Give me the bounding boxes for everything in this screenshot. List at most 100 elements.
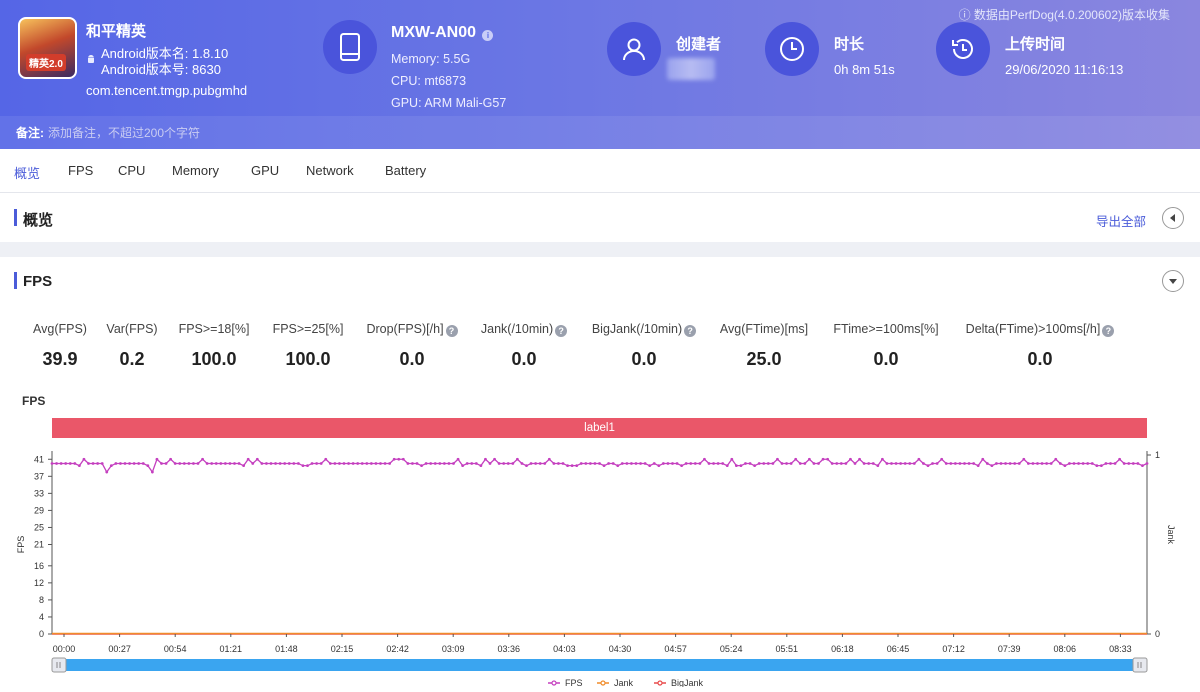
fps-point [493,457,496,461]
tab-cpu[interactable]: CPU [118,163,146,178]
fps-point [91,462,95,465]
metric-label: Var(FPS) [106,322,158,336]
fps-point [753,464,757,468]
fps-point [64,462,68,465]
help-icon[interactable]: ? [1102,325,1115,337]
fps-point [657,464,661,468]
fps-point [789,462,793,465]
fps-point [1104,462,1108,465]
fps-point [1145,462,1149,465]
fps-point [972,462,976,465]
label-band[interactable]: label1 [52,418,1147,438]
fps-point [374,462,378,465]
fps-point [639,462,642,465]
fps-point [456,457,460,461]
legend-label-jank[interactable]: Jank [614,678,634,687]
range-slider-right-handle[interactable] [1132,657,1148,673]
fps-point [406,462,410,465]
export-all-link[interactable]: 导出全部 [1096,215,1147,229]
fps-point [283,462,287,465]
fps-point [981,457,985,461]
overview-title: 概览 [23,212,54,229]
fps-point [465,462,469,465]
fps-point [812,462,816,465]
fps-point [484,457,487,461]
fps-point [515,457,519,461]
remark-label: 备注: [16,126,44,140]
help-icon[interactable]: ? [555,325,568,337]
tab-memory[interactable]: Memory [172,163,219,178]
fps-point [1058,462,1062,465]
fps-point [511,462,515,465]
fps-point [488,462,492,465]
fps-point [867,462,871,465]
device-memory: Memory: 5.5G [391,52,471,66]
metric-label: FPS>=25[%] [272,322,344,336]
fps-point [730,457,734,461]
fps-point [940,457,944,461]
help-icon[interactable]: ? [445,325,458,337]
fps-point [182,462,186,465]
y-tick-label: 4 [39,612,44,622]
tab-fps[interactable]: FPS [68,163,94,178]
fps-point [684,462,688,465]
fps-point [55,462,58,465]
fps-point [73,462,77,465]
fps-point [369,462,373,465]
fps-point [342,462,346,465]
fps-point [543,462,547,465]
x-tick-label: 04:30 [609,644,632,654]
app-icon: 精英2.0 [18,17,77,79]
remark-input[interactable]: 添加备注，不超过200个字符 [48,126,201,140]
fps-point [652,462,656,465]
fps-point [935,462,939,465]
tab-network[interactable]: Network [306,163,354,178]
y2-tick-label: 0 [1155,629,1160,639]
fps-point [50,462,54,465]
remark-bar[interactable]: 备注: 添加备注，不超过200个字符 [0,116,1200,149]
chart-title: FPS [22,394,46,408]
fps-point [794,457,798,461]
legend-marker-bigjank [657,680,663,686]
fps-point [725,464,729,468]
fps-point [985,462,989,465]
fps-point [1031,462,1035,465]
x-tick-label: 04:57 [664,644,687,654]
fps-point [223,462,227,465]
tab-gpu[interactable]: GPU [251,163,280,178]
range-slider-left-handle[interactable] [51,657,67,673]
fps-point [132,462,136,465]
fps-point [506,462,510,465]
fps-point [547,457,551,461]
fps-point [292,462,296,465]
y2-axis-title: Jank [1166,525,1176,545]
fps-point [666,462,670,465]
tab-overview[interactable]: 概览 [14,166,41,181]
fps-chart[interactable]: 0 4 8 12 16 21 25 29 33 37 41 0 1 FPS Jank 00:00 00:27 00… [0,447,1200,687]
fps-point [593,462,597,465]
fps-point [880,457,884,461]
app-name: 和平精英 [86,23,147,40]
device-info-icon[interactable]: i [482,30,494,41]
collapse-left-button[interactable] [1162,207,1184,229]
fps-point [963,462,966,465]
range-slider-track[interactable] [52,659,1147,671]
fps-point [479,464,483,468]
tab-battery[interactable]: Battery [385,163,427,178]
legend-label-bigjank[interactable]: BigJank [671,678,704,687]
fps-series-points [50,457,1149,474]
fps-point [1072,462,1076,465]
x-tick-label: 05:24 [720,644,743,654]
collapse-down-button[interactable] [1162,270,1184,292]
fps-point [538,462,542,465]
clock-icon [765,22,819,76]
metric-value: 39.9 [42,349,78,369]
fps-point [529,462,533,465]
help-icon[interactable]: ? [684,325,697,337]
metric-value: 100.0 [191,349,237,369]
fps-point [588,462,592,465]
fps-point [1113,462,1117,465]
legend-label-fps[interactable]: FPS [565,678,583,687]
legend-marker-fps [551,680,557,686]
tab-bar: 概览 FPS CPU Memory GPU Network Battery [0,149,1200,193]
